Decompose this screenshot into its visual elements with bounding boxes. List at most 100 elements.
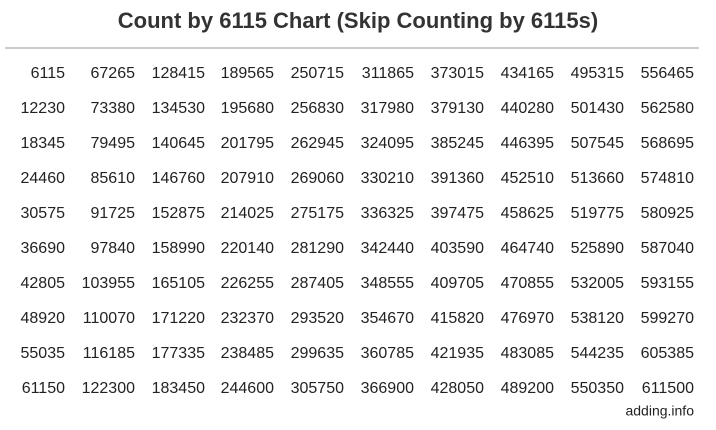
- table-cell: 6115: [31, 65, 66, 82]
- table-cell: 79495: [91, 135, 136, 152]
- table-cell: 330210: [361, 170, 414, 187]
- table-cell: 269060: [291, 170, 344, 187]
- table-cell: 379130: [431, 100, 484, 117]
- table-cell: 476970: [501, 310, 554, 327]
- table-cell: 195680: [221, 100, 274, 117]
- table-cell: 348555: [361, 275, 414, 292]
- table-cell: 605385: [641, 345, 694, 362]
- table-cell: 544235: [571, 345, 624, 362]
- table-cell: 513660: [571, 170, 624, 187]
- table-cell: 226255: [221, 275, 274, 292]
- table-cell: 385245: [431, 135, 484, 152]
- table-cell: 201795: [221, 135, 274, 152]
- table-cell: 495315: [571, 65, 624, 82]
- table-cell: 238485: [221, 345, 274, 362]
- table-cell: 18345: [21, 135, 66, 152]
- table-cell: 593155: [641, 275, 694, 292]
- table-cell: 305750: [291, 380, 344, 397]
- table-cell: 532005: [571, 275, 624, 292]
- table-cell: 360785: [361, 345, 414, 362]
- title: Count by 6115 Chart (Skip Counting by 61…: [118, 8, 598, 33]
- table-cell: 55035: [21, 345, 66, 362]
- table-cell: 134530: [152, 100, 205, 117]
- table-cell: 403590: [431, 240, 484, 257]
- table-cell: 12230: [21, 100, 66, 117]
- table-cell: 391360: [431, 170, 484, 187]
- table-cell: 452510: [501, 170, 554, 187]
- table-cell: 580925: [641, 205, 694, 222]
- table-cell: 67265: [91, 65, 136, 82]
- table-cell: 599270: [641, 310, 694, 327]
- table-cell: 293520: [291, 310, 344, 327]
- table-cell: 48920: [21, 310, 66, 327]
- table-cell: 562580: [641, 100, 694, 117]
- table-cell: 446395: [501, 135, 554, 152]
- table-cell: 232370: [221, 310, 274, 327]
- table-cell: 556465: [641, 65, 694, 82]
- table-cell: 207910: [221, 170, 274, 187]
- table-cell: 470855: [501, 275, 554, 292]
- table-cell: 97840: [91, 240, 136, 257]
- table-cell: 122300: [82, 380, 135, 397]
- table-cell: 587040: [641, 240, 694, 257]
- table-cell: 489200: [501, 380, 554, 397]
- table-cell: 281290: [291, 240, 344, 257]
- table-cell: 525890: [571, 240, 624, 257]
- table-cell: 317980: [361, 100, 414, 117]
- table-cell: 183450: [152, 380, 205, 397]
- table-cell: 24460: [21, 170, 66, 187]
- table-cell: 165105: [152, 275, 205, 292]
- table-cell: 220140: [221, 240, 274, 257]
- table-cell: 275175: [291, 205, 344, 222]
- table-cell: 354670: [361, 310, 414, 327]
- table-cell: 36690: [21, 240, 66, 257]
- table-cell: 538120: [571, 310, 624, 327]
- source: adding.info: [625, 403, 694, 419]
- table-cell: 171220: [152, 310, 205, 327]
- table-cell: 458625: [501, 205, 554, 222]
- table-cell: 366900: [361, 380, 414, 397]
- table-cell: 91725: [91, 205, 136, 222]
- table-cell: 409705: [431, 275, 484, 292]
- table-cell: 85610: [91, 170, 136, 187]
- table-cell: 128415: [152, 65, 205, 82]
- table-cell: 483085: [501, 345, 554, 362]
- table-cell: 103955: [82, 275, 135, 292]
- table-cell: 287405: [291, 275, 344, 292]
- table-cell: 256830: [291, 100, 344, 117]
- table-cell: 262945: [291, 135, 344, 152]
- table-cell: 250715: [291, 65, 344, 82]
- table-cell: 415820: [431, 310, 484, 327]
- table-cell: 464740: [501, 240, 554, 257]
- table-cell: 611500: [642, 380, 694, 397]
- table-cell: 73380: [91, 100, 136, 117]
- table-cell: 158990: [152, 240, 205, 257]
- table-cell: 336325: [361, 205, 414, 222]
- table-cell: 550350: [571, 380, 624, 397]
- table-cell: 434165: [501, 65, 554, 82]
- table-cell: 397475: [431, 205, 484, 222]
- table-cell: 146760: [152, 170, 205, 187]
- table-cell: 519775: [571, 205, 624, 222]
- table-cell: 311865: [362, 65, 414, 82]
- table-cell: 373015: [431, 65, 484, 82]
- table-cell: 507545: [571, 135, 624, 152]
- table-cell: 140645: [152, 135, 205, 152]
- table-cell: 324095: [361, 135, 414, 152]
- table-cell: 177335: [152, 345, 205, 362]
- table-cell: 342440: [361, 240, 414, 257]
- table-cell: 189565: [221, 65, 274, 82]
- table-cell: 214025: [221, 205, 274, 222]
- table-cell: 440280: [501, 100, 554, 117]
- table-cell: 152875: [152, 205, 205, 222]
- table-cell: 30575: [21, 205, 66, 222]
- table-cell: 574810: [641, 170, 694, 187]
- table-cell: 244600: [221, 380, 274, 397]
- table-cell: 501430: [571, 100, 624, 117]
- table-cell: 61150: [22, 380, 65, 397]
- table-cell: 568695: [641, 135, 694, 152]
- table-cell: 42805: [21, 275, 66, 292]
- table-cell: 299635: [291, 345, 344, 362]
